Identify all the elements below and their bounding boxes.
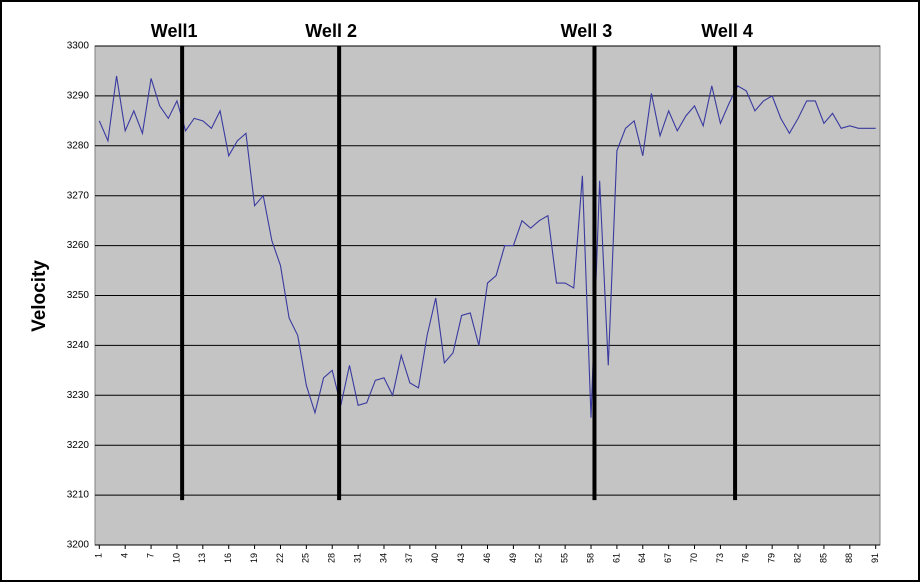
y-tick-label: 3200 (67, 540, 90, 551)
x-tick-label: 43 (456, 553, 466, 563)
data-line (98, 75, 876, 418)
x-tick-label: 49 (508, 553, 518, 563)
y-tick-label: 3230 (67, 390, 90, 401)
x-tick-label: 37 (404, 553, 414, 563)
y-tick-label: 3250 (67, 290, 90, 301)
x-tick-label: 76 (741, 553, 751, 563)
x-tick-label: 82 (792, 553, 802, 563)
x-tick-label: 28 (327, 553, 337, 563)
well-label: Well1 (151, 21, 198, 41)
x-tick-label: 16 (223, 553, 233, 563)
x-tick-label: 52 (534, 553, 544, 563)
x-tick-label: 88 (844, 553, 854, 563)
y-tick-label: 3300 (67, 41, 90, 52)
x-tick-label: 70 (689, 553, 699, 563)
x-tick-label: 46 (482, 553, 492, 563)
x-tick-label: 19 (249, 553, 259, 563)
well-label: Well 2 (305, 21, 357, 41)
x-tick-label: 1 (94, 553, 104, 558)
well-label: Well 3 (561, 21, 613, 41)
x-tick-label: 58 (585, 553, 595, 563)
y-tick-label: 3270 (67, 190, 90, 201)
x-tick-label: 55 (560, 553, 570, 563)
x-tick-label: 31 (352, 553, 362, 563)
y-tick-label: 3220 (67, 440, 90, 451)
y-tick-label: 3290 (67, 91, 90, 102)
x-tick-label: 7 (145, 553, 155, 558)
y-tick-label: 3240 (67, 340, 90, 351)
x-tick-label: 79 (767, 553, 777, 563)
well-label: Well 4 (701, 21, 753, 41)
y-axis-label: Velocity (29, 260, 50, 332)
x-tick-label: 67 (663, 553, 673, 563)
x-tick-label: 64 (637, 553, 647, 563)
x-tick-label: 61 (611, 553, 621, 563)
y-tick-label: 3260 (67, 240, 90, 251)
x-tick-label: 4 (120, 553, 130, 558)
x-tick-label: 34 (378, 553, 388, 563)
x-tick-label: 10 (171, 553, 181, 563)
x-tick-label: 91 (870, 553, 880, 563)
y-tick-label: 3280 (67, 140, 90, 151)
x-tick-label: 25 (301, 553, 311, 563)
x-tick-label: 22 (275, 553, 285, 563)
x-tick-label: 40 (430, 553, 440, 563)
y-tick-label: 3210 (67, 490, 90, 501)
x-tick-label: 73 (715, 553, 725, 563)
x-tick-label: 13 (197, 553, 207, 563)
x-tick-label: 85 (818, 553, 828, 563)
